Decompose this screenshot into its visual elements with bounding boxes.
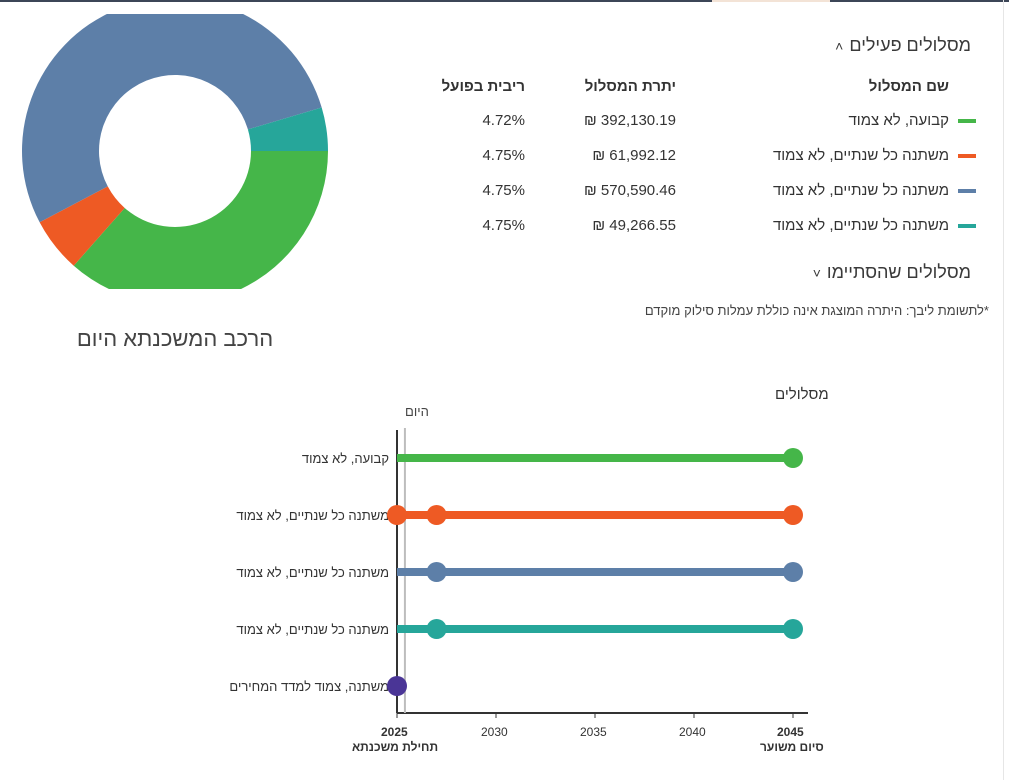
row-track-rate: 4.75% — [482, 182, 525, 199]
x-tick-label: 2035 — [580, 725, 607, 739]
x-tick-label: 2040 — [679, 725, 706, 739]
top-bar-accent — [712, 0, 830, 2]
top-bar — [0, 0, 1009, 2]
donut-slice — [247, 107, 328, 151]
donut-caption: הרכב המשכנתא היום — [76, 326, 274, 351]
track-point — [783, 562, 803, 582]
row-color-swatch — [958, 154, 976, 158]
track-point — [783, 619, 803, 639]
timeline-title: מסלולים — [775, 386, 829, 403]
row-track-rate: 4.75% — [482, 217, 525, 234]
timeline-row-label: קבועה, לא צמוד — [301, 451, 389, 466]
col-header-name: שם המסלול — [868, 78, 949, 95]
timeline-row-label: משתנה כל שנתיים, לא צמוד — [236, 565, 389, 580]
timeline-row-label: משתנה כל שנתיים, לא צמוד — [236, 508, 389, 523]
row-track-name: קבועה, לא צמוד — [848, 112, 949, 129]
timeline-row-label: משתנה, צמוד למדד המחירים — [229, 679, 389, 694]
row-track-balance: 61,992.12 ₪ — [592, 147, 676, 164]
col-header-rate: ריבית בפועל — [441, 78, 525, 95]
end-label: סיום משוער — [760, 740, 824, 754]
active-tracks-toggle[interactable]: מסלולים פעילים ˄ — [835, 35, 971, 56]
disclaimer-note: *לתשומת ליבך: היתרה המוצגת אינה כוללת עמ… — [644, 303, 989, 318]
timeline-row-label: משתנה כל שנתיים, לא צמוד — [236, 622, 389, 637]
ended-tracks-toggle[interactable]: מסלולים שהסתיימו ˅ — [813, 262, 971, 283]
x-tick-label: 2025 — [381, 725, 408, 739]
track-point — [426, 562, 447, 582]
row-track-rate: 4.75% — [482, 147, 525, 164]
row-track-balance: 570,590.46 ₪ — [584, 182, 676, 199]
row-track-name: משתנה כל שנתיים, לא צמוד — [772, 182, 949, 199]
x-tick-label: 2030 — [481, 725, 508, 739]
row-color-swatch — [958, 189, 976, 193]
track-point — [426, 619, 447, 639]
track-point — [387, 505, 407, 525]
track-point — [783, 448, 803, 468]
today-label: היום — [405, 404, 429, 419]
x-tick-label: 2045 — [777, 725, 804, 739]
row-color-swatch — [958, 119, 976, 123]
active-tracks-title: מסלולים פעילים — [849, 35, 971, 55]
col-header-balance: יתרת המסלול — [584, 78, 676, 95]
row-track-rate: 4.72% — [482, 112, 525, 129]
row-track-balance: 392,130.19 ₪ — [584, 112, 676, 129]
row-track-name: משתנה כל שנתיים, לא צמוד — [772, 147, 949, 164]
donut-slice — [22, 14, 322, 223]
donut-slice — [73, 151, 328, 289]
track-point — [426, 505, 447, 525]
panel-border — [1003, 0, 1004, 780]
track-point — [783, 505, 803, 525]
row-track-balance: 49,266.55 ₪ — [592, 217, 676, 234]
chevron-down-icon: ˅ — [812, 265, 821, 281]
ended-tracks-title: מסלולים שהסתיימו — [826, 262, 971, 282]
row-track-name: משתנה כל שנתיים, לא צמוד — [772, 217, 949, 234]
start-label: תחילת משכנתא — [352, 740, 439, 754]
mortgage-composition-donut — [22, 14, 328, 289]
chevron-up-icon: ˄ — [835, 38, 844, 54]
track-point — [387, 676, 407, 696]
row-color-swatch — [958, 224, 976, 228]
donut-slice — [39, 186, 125, 266]
